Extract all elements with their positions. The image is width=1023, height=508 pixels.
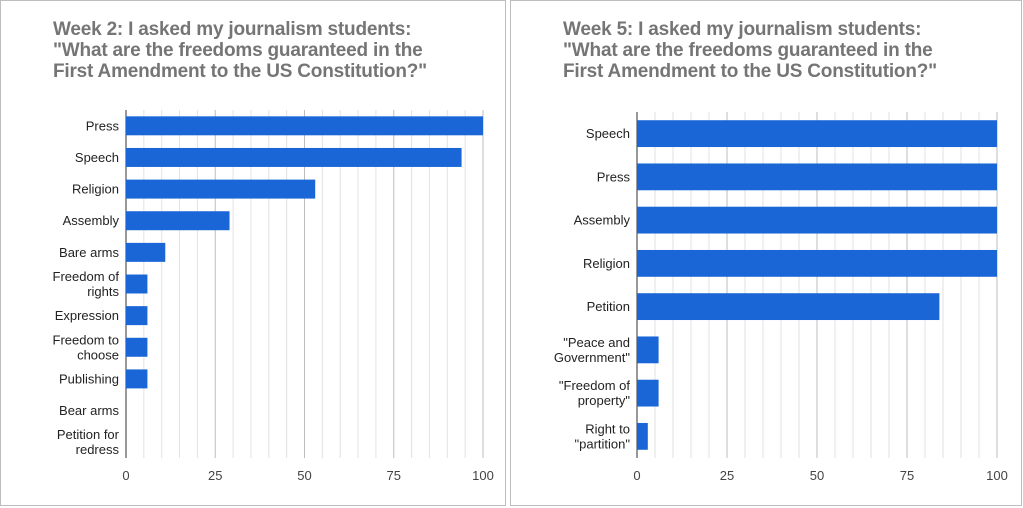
category-label: Speech [75, 150, 119, 165]
bar [637, 293, 940, 321]
bar-chart-week-5: Speech Press Assembly Religion Petition "Peac… [554, 112, 1008, 483]
category-label: Press [597, 169, 631, 184]
bar [637, 249, 997, 277]
chart-title: Week 5: I asked my journalism students: … [563, 19, 937, 82]
x-tick-label: 0 [633, 468, 640, 483]
x-tick-label: 25 [720, 468, 734, 483]
bar [637, 206, 997, 234]
bar [126, 147, 462, 167]
chart-title-line: First Amendment to the US Constitution?" [563, 61, 937, 82]
x-tick-label: 25 [208, 468, 222, 483]
chart-title-line: Week 5: I asked my journalism students: [563, 19, 922, 40]
chart-panel-week-5: Week 5: I asked my journalism students: … [510, 0, 1022, 506]
x-tick-label: 75 [900, 468, 914, 483]
bar [126, 274, 148, 294]
bar [637, 379, 659, 407]
bar [126, 337, 148, 357]
category-label: Freedom to [53, 332, 119, 347]
category-label: Government" [554, 350, 631, 365]
x-tick-label: 100 [986, 468, 1008, 483]
chart-title: Week 2: I asked my journalism students: … [53, 19, 427, 82]
bar [126, 306, 148, 326]
category-label: Publishing [59, 371, 119, 386]
chart-panel-week-2: Week 2: I asked my journalism students: … [0, 0, 506, 506]
x-tick-label: 50 [810, 468, 824, 483]
chart-title-line: "What are the freedoms guaranteed in the [563, 40, 933, 61]
bar [637, 422, 648, 450]
chart-title-line: Week 2: I asked my journalism students: [53, 19, 412, 40]
category-label: Religion [72, 182, 119, 197]
x-tick-label: 100 [472, 468, 494, 483]
bar [637, 336, 659, 364]
category-label: Right to [585, 421, 630, 436]
bar [126, 242, 166, 262]
x-tick-label: 75 [387, 468, 401, 483]
category-label: "Freedom of [559, 378, 630, 393]
bar [126, 179, 316, 199]
bar [126, 211, 230, 231]
category-label: choose [77, 347, 119, 362]
bar [637, 120, 997, 148]
category-label: Press [86, 118, 120, 133]
x-tick-label: 0 [122, 468, 129, 483]
chart-title-line: "What are the freedoms guaranteed in the [53, 40, 423, 61]
category-label: Assembly [574, 213, 631, 228]
category-label: Assembly [63, 213, 120, 228]
chart-title-line: First Amendment to the US Constitution?" [53, 61, 427, 82]
bar [126, 369, 148, 389]
bar-chart-week-2: Press Speech Religion Assembly Bare arms Free… [53, 110, 494, 483]
category-label: Freedom of [53, 269, 120, 284]
category-label: property" [578, 393, 631, 408]
bar [126, 116, 483, 136]
bar [637, 163, 997, 191]
category-label: Bare arms [59, 245, 119, 260]
category-label: Religion [583, 256, 630, 271]
category-label: rights [87, 284, 119, 299]
category-label: Speech [586, 126, 630, 141]
category-label: "partition" [575, 436, 631, 451]
category-label: Expression [55, 308, 119, 323]
category-label: redress [76, 442, 120, 457]
x-tick-label: 50 [297, 468, 311, 483]
category-label: Petition [587, 299, 630, 314]
category-label: Bear arms [59, 403, 119, 418]
category-label: Petition for [57, 427, 120, 442]
category-label: "Peace and [563, 335, 630, 350]
